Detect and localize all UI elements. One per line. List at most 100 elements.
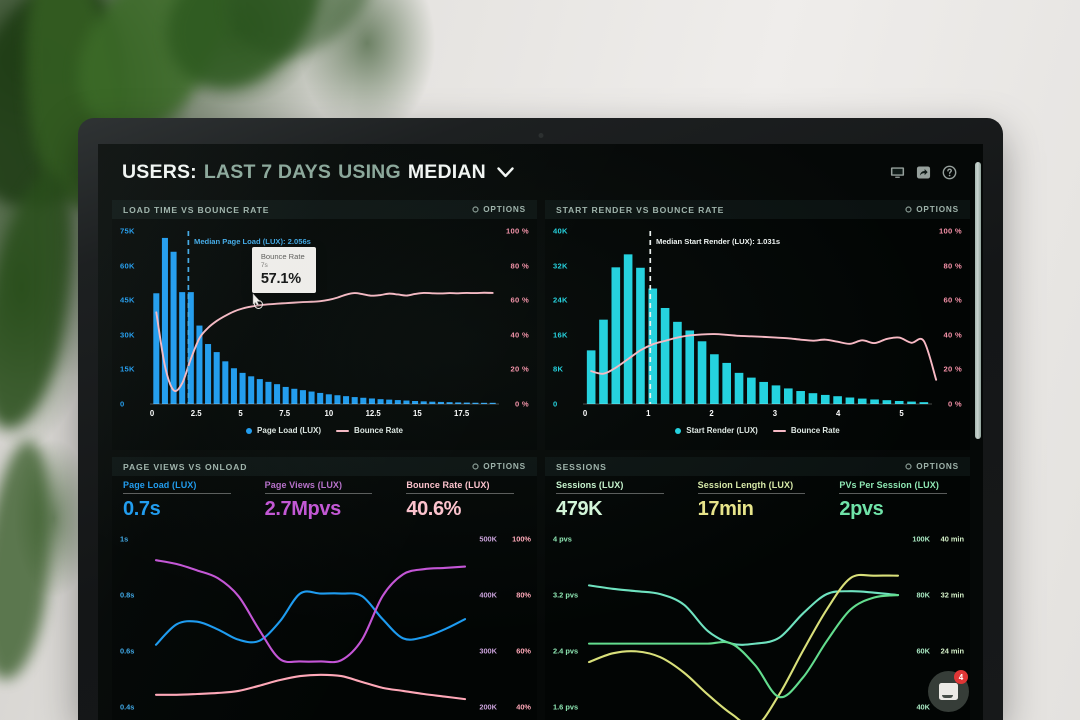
bar[interactable] [489,402,496,404]
median-label: Median Start Render (LUX): 1.031s [656,237,781,246]
panel-start-render-vs-bounce-rate: START RENDER VS BOUNCE RATE OPTIONS 0 8K 1… [545,200,970,450]
legend-item[interactable]: Bounce Rate [772,426,840,435]
bar[interactable] [586,350,596,404]
bar[interactable] [845,397,855,404]
legend-item[interactable]: Start Render (LUX) [675,426,758,435]
bar[interactable] [343,396,350,404]
bar[interactable] [857,398,867,404]
options-button[interactable]: OPTIONS [472,462,526,471]
bar[interactable] [291,388,298,404]
bar[interactable] [274,384,281,404]
bar[interactable] [377,399,384,404]
panel-page-views-vs-onload: PAGE VIEWS VS ONLOAD OPTIONS Page Load (… [112,457,537,720]
bar[interactable] [747,377,756,404]
bar[interactable] [248,376,255,404]
bar[interactable] [463,402,470,404]
bar[interactable] [205,344,212,404]
bar[interactable] [196,325,203,404]
vertical-scrollbar[interactable] [975,162,981,710]
bar[interactable] [437,401,444,404]
bar[interactable] [919,402,929,404]
bar[interactable] [783,388,793,404]
y-axis-tick: 2.4 pvs [553,646,579,656]
share-icon[interactable] [916,165,931,180]
cursor-pointer [252,293,261,306]
bar[interactable] [771,385,781,404]
bar[interactable] [403,400,410,404]
bar[interactable] [360,397,367,404]
bar[interactable] [412,401,419,404]
bar[interactable] [351,397,358,404]
y2-axis-tick: 80 % [510,261,529,271]
scrollbar-thumb[interactable] [975,162,981,439]
bar[interactable] [308,391,315,404]
y-axis-tick: 16K [553,330,568,340]
y-axis-tick: 0 [553,399,558,409]
y3-axis-tick: 24 min [940,646,964,656]
bar[interactable] [673,321,682,404]
bar[interactable] [368,398,375,404]
bar[interactable] [325,394,332,404]
bar[interactable] [599,319,608,404]
metric-bounce-rate: Bounce Rate (LUX) 40.6% [395,476,537,524]
bar[interactable] [187,292,194,404]
bar[interactable] [833,396,842,405]
bar[interactable] [282,386,289,404]
bar[interactable] [317,392,324,404]
bar[interactable] [170,251,177,404]
bar[interactable] [907,401,916,404]
bar[interactable] [153,293,160,404]
bar[interactable] [611,267,621,404]
bar[interactable] [299,390,306,404]
legend-item[interactable]: Page Load (LUX) [246,426,321,435]
bar[interactable] [623,254,633,404]
bar[interactable] [648,288,658,404]
bar[interactable] [455,402,462,404]
bar[interactable] [334,395,341,404]
bar[interactable] [882,400,892,404]
options-button[interactable]: OPTIONS [905,205,959,214]
bar[interactable] [230,368,237,404]
bar[interactable] [894,400,904,404]
bar[interactable] [697,341,707,404]
y2-axis-tick: 300K [479,646,497,656]
bar[interactable] [710,354,719,404]
bar[interactable] [820,394,830,404]
x-axis-tick: 12.5 [365,409,381,418]
bar[interactable] [685,330,695,404]
bar[interactable] [256,379,263,404]
bar[interactable] [734,372,744,404]
metric-row: Sessions (LUX) 479K Session Length (LUX)… [545,476,970,524]
y2-axis-tick: 400K [479,590,497,600]
help-icon[interactable] [942,165,957,180]
chat-widget-button[interactable]: 4 [928,670,969,712]
legend-item[interactable]: Bounce Rate [336,426,403,435]
bar[interactable] [446,402,453,404]
bar[interactable] [420,401,427,404]
bar[interactable] [239,372,246,404]
bar[interactable] [759,381,768,404]
chevron-down-icon[interactable] [497,161,514,184]
bar[interactable] [213,352,220,404]
options-button[interactable]: OPTIONS [905,462,959,471]
bar[interactable] [265,381,272,404]
bar[interactable] [386,399,393,404]
bar[interactable] [472,402,479,404]
bar[interactable] [808,393,818,404]
panel-load-time-vs-bounce-rate: LOAD TIME VS BOUNCE RATE OPTIONS 0 15K 30K… [112,200,537,450]
gear-icon [905,206,912,213]
bar[interactable] [179,292,186,404]
options-button[interactable]: OPTIONS [472,205,526,214]
bar[interactable] [481,402,488,404]
display-icon[interactable] [890,165,905,180]
bar[interactable] [870,399,879,404]
bar[interactable] [660,307,670,404]
bar[interactable] [636,267,645,404]
bar[interactable] [222,361,229,404]
bar[interactable] [429,401,436,404]
bar[interactable] [394,400,401,404]
page-title[interactable]: USERS: LAST 7 DAYS USING MEDIAN [122,161,514,184]
bar[interactable] [161,237,168,404]
bar[interactable] [722,362,732,404]
bar[interactable] [796,391,805,404]
